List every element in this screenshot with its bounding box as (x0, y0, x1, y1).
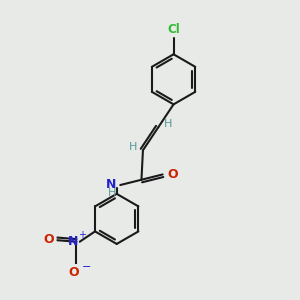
Text: O: O (68, 266, 79, 280)
Text: +: + (78, 230, 86, 240)
Text: O: O (167, 168, 178, 181)
Text: H: H (108, 188, 116, 198)
Text: H: H (164, 119, 173, 129)
Text: N: N (68, 235, 78, 248)
Text: N: N (106, 178, 116, 191)
Text: H: H (128, 142, 137, 152)
Text: Cl: Cl (167, 23, 180, 36)
Text: O: O (44, 233, 54, 246)
Text: −: − (82, 262, 91, 272)
